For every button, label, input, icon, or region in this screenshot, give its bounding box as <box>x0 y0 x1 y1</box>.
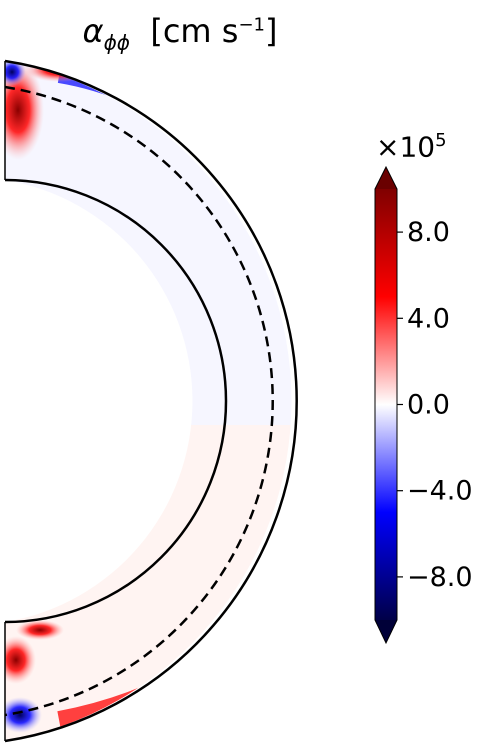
colorbar-tick-label: 4.0 <box>407 303 450 334</box>
title-symbol: α <box>82 12 104 50</box>
colorbar-scale-exponent: 5 <box>435 130 447 151</box>
negative-blob-south-pole <box>5 697 42 733</box>
positive-blob-south-rim <box>16 620 64 640</box>
title-units-exponent: −1 <box>238 14 265 36</box>
colorbar-tick-label: −4.0 <box>407 476 473 507</box>
colorbar-scale-base: ×10 <box>376 130 436 164</box>
field-background-south <box>5 425 292 741</box>
outer-boundary <box>4 59 298 743</box>
colorbar: 8.0 4.0 0.0 −4.0 −8.0 <box>374 165 473 645</box>
negative-blob-north-pole <box>5 61 26 86</box>
positive-blob-north-rim <box>25 61 95 82</box>
dashed-radius <box>4 85 274 717</box>
colorbar-gradient <box>375 189 397 620</box>
title-units-close: ] <box>264 12 278 50</box>
colorbar-outline <box>374 165 398 645</box>
inner-boundary <box>4 178 228 624</box>
title-subscript: ϕϕ <box>103 30 130 55</box>
title-units: [cm s <box>150 12 239 50</box>
chart-title: αϕϕ [cm s−1] <box>0 12 360 54</box>
colorbar-tick-label: 0.0 <box>407 390 450 421</box>
colorbar-extend-min <box>375 620 397 643</box>
positive-blob-south-pole <box>5 636 36 684</box>
shell-field <box>5 61 292 741</box>
positive-blob-north-pole <box>5 61 44 160</box>
positive-fringe-south <box>281 429 292 595</box>
colorbar-scale-label: ×105 <box>376 130 447 163</box>
field-background-north <box>5 61 292 425</box>
colorbar-extend-max <box>375 167 397 189</box>
colorbar-ticks: 8.0 4.0 0.0 −4.0 −8.0 <box>397 217 473 593</box>
colorbar-tick-label: 8.0 <box>407 217 450 248</box>
colorbar-tick-label: −8.0 <box>407 562 473 593</box>
